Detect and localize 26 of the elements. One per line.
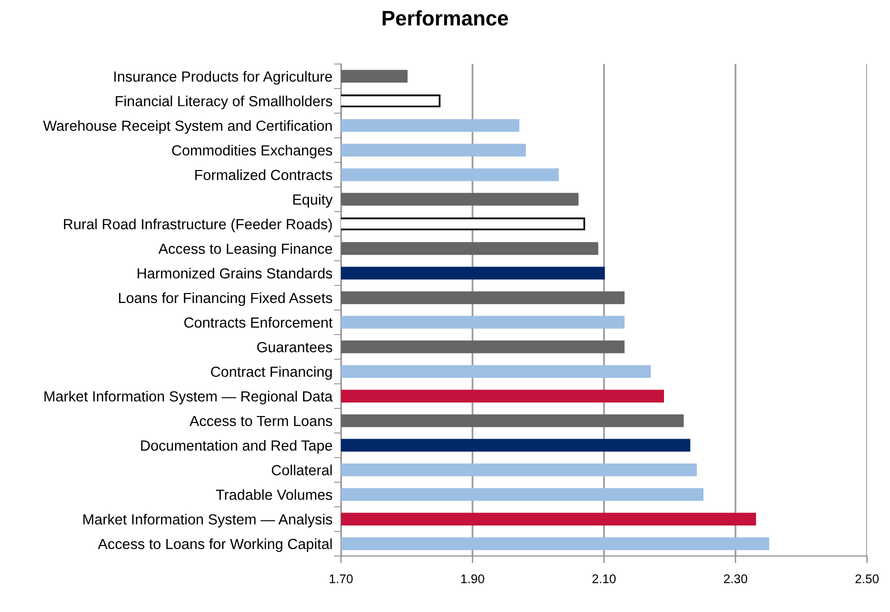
x-tick-label: 2.30 [724, 574, 748, 584]
y-tick-label: Market Information System — Regional Data [44, 390, 333, 404]
x-tick-label: 1.90 [461, 574, 484, 584]
y-tick-label: Documentation and Red Tape [141, 440, 332, 454]
y-tick-label: Access to Leasing Finance [158, 243, 332, 257]
y-tick-label: Loans for Financing Fixed Assets [119, 292, 332, 306]
x-tick-label: 2.50 [855, 574, 879, 584]
y-tick-label: Financial Literacy of Smallholders [116, 96, 332, 110]
y-tick-label: Contract Financing [211, 366, 332, 380]
y-tick-label: Guarantees [257, 342, 332, 352]
y-tick-label: Market Information System — Analysis [83, 514, 332, 528]
y-tick-label: Contracts Enforcement [184, 317, 333, 328]
x-tick-label: 2.10 [592, 574, 616, 584]
y-tick-label: Tradable Volumes [216, 489, 332, 500]
y-tick-label: Rural Road Infrastructure (Feeder Roads) [64, 218, 332, 232]
y-tick-label: Commodities Exchanges [172, 144, 332, 158]
y-tick-label: Warehouse Receipt System and Certification [43, 120, 332, 134]
chart-title: Performance [382, 10, 508, 26]
y-tick-label: Insurance Products for Agriculture [114, 71, 332, 85]
y-tick-label: Collateral [272, 464, 332, 476]
y-tick-label: Harmonized Grains Standards [138, 268, 332, 279]
x-tick-label: 1.70 [330, 574, 353, 584]
y-tick-label: Equity [293, 194, 333, 208]
y-tick-label: Access to Term Loans [190, 416, 332, 426]
y-tick-label: Formalized Contracts [195, 169, 332, 180]
y-tick-label: Access to Loans for Working Capital [98, 538, 332, 552]
